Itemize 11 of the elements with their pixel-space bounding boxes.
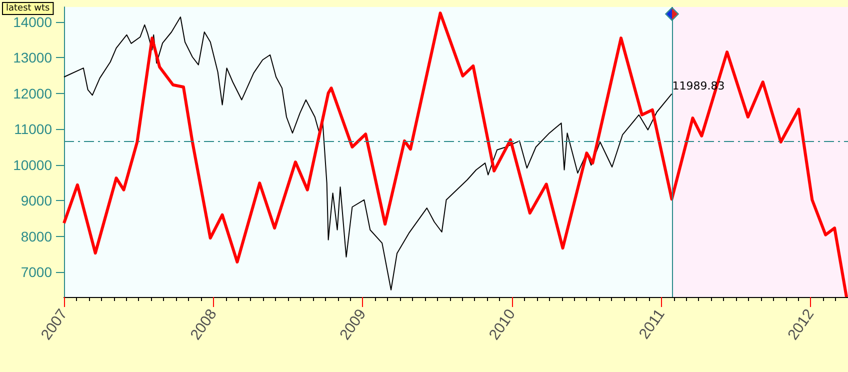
y-tick-label: 7000 xyxy=(20,264,52,280)
line-series xyxy=(62,12,848,298)
y-tick-label: 13000 xyxy=(13,50,52,66)
y-tick-label: 11000 xyxy=(14,121,52,138)
y-tick-label: 9000 xyxy=(20,192,52,209)
y-tick-label: 10000 xyxy=(13,156,52,173)
line-series xyxy=(64,16,672,290)
y-tick-label: 8000 xyxy=(20,228,52,244)
y-tick-label: 14000 xyxy=(13,14,52,30)
text: latest wts xyxy=(6,4,50,14)
y-tick-label: 12000 xyxy=(13,85,52,102)
